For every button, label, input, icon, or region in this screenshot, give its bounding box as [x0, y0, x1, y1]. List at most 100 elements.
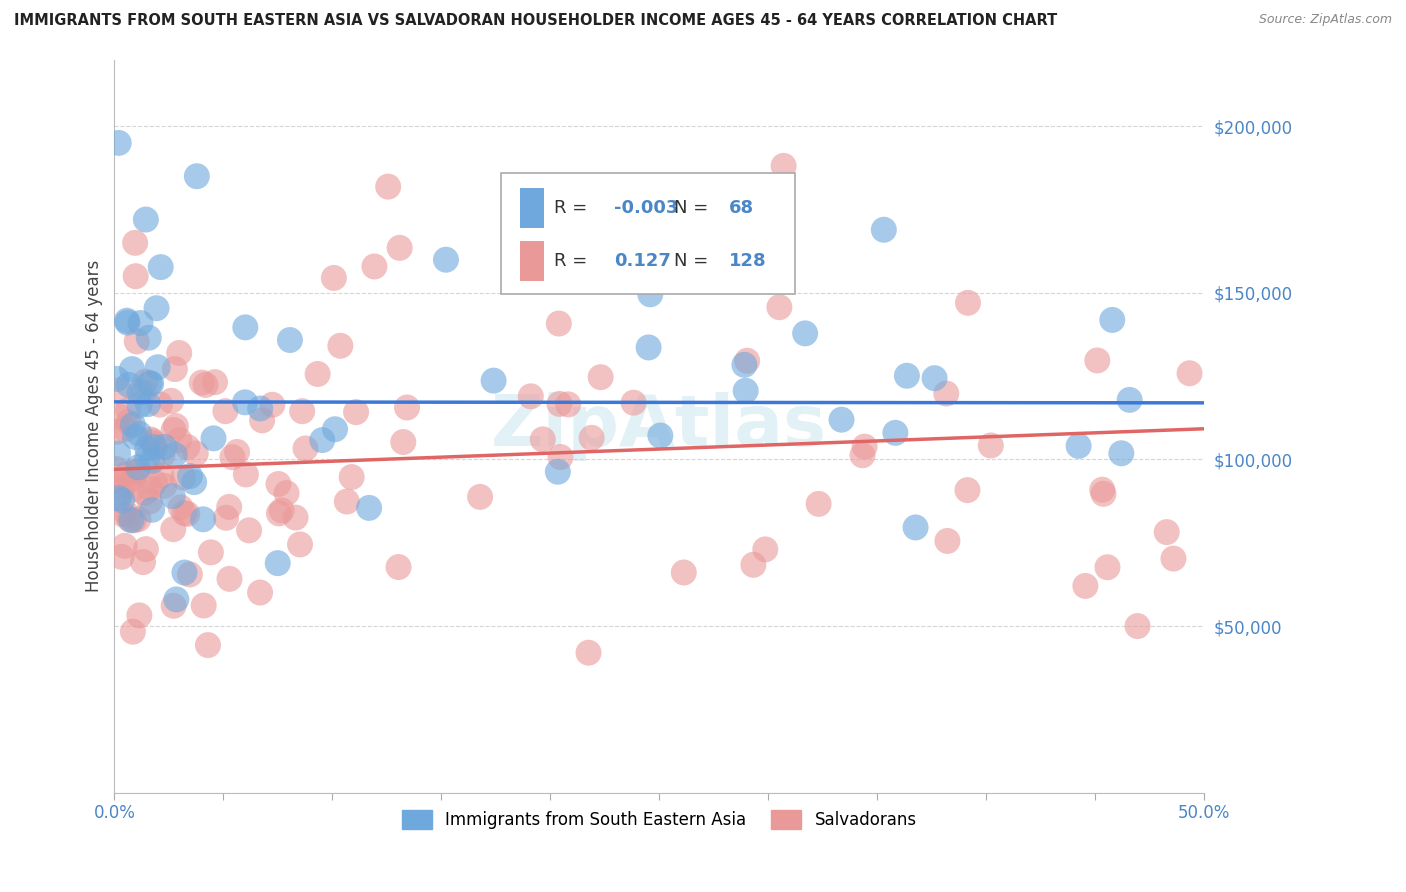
Point: [226, 445, 249, 459]
Point: [735, 353, 758, 368]
Point: [733, 358, 755, 372]
Point: [1126, 619, 1149, 633]
Point: [392, 435, 415, 450]
Point: [468, 490, 491, 504]
Legend: Immigrants from South Eastern Asia, Salvadorans: Immigrants from South Eastern Asia, Salv…: [395, 803, 924, 836]
Point: [853, 440, 876, 454]
Point: [1097, 560, 1119, 574]
Point: [623, 395, 645, 409]
Point: [650, 428, 672, 442]
Point: [311, 433, 333, 447]
Point: [128, 385, 150, 400]
Point: [127, 512, 149, 526]
Point: [163, 448, 186, 462]
Point: [924, 371, 946, 385]
Point: [956, 296, 979, 310]
Point: [143, 440, 166, 454]
Point: [956, 483, 979, 497]
Point: [742, 558, 765, 572]
Point: [135, 212, 157, 227]
Point: [218, 572, 240, 586]
Point: [873, 223, 896, 237]
Point: [1074, 579, 1097, 593]
Point: [129, 316, 152, 330]
Point: [146, 360, 169, 375]
Text: -0.003: -0.003: [614, 199, 679, 217]
Point: [221, 450, 243, 465]
Point: [1156, 525, 1178, 540]
Point: [754, 542, 776, 557]
Point: [132, 555, 155, 569]
Point: [141, 376, 163, 391]
Point: [141, 502, 163, 516]
Point: [162, 489, 184, 503]
Point: [291, 404, 314, 418]
Point: [531, 433, 554, 447]
Point: [276, 486, 298, 500]
Point: [218, 500, 240, 514]
Point: [323, 422, 346, 436]
Point: [162, 522, 184, 536]
Point: [936, 533, 959, 548]
Point: [904, 520, 927, 534]
Point: [165, 592, 187, 607]
Point: [550, 450, 572, 464]
Point: [139, 376, 162, 391]
Point: [637, 340, 659, 354]
Point: [124, 430, 146, 444]
Point: [204, 375, 226, 389]
Point: [284, 510, 307, 524]
Point: [359, 500, 381, 515]
Point: [388, 241, 411, 255]
Text: IMMIGRANTS FROM SOUTH EASTERN ASIA VS SALVADORAN HOUSEHOLDER INCOME AGES 45 - 64: IMMIGRANTS FROM SOUTH EASTERN ASIA VS SA…: [14, 13, 1057, 29]
Point: [520, 389, 543, 403]
Point: [1067, 439, 1090, 453]
Point: [150, 468, 173, 483]
Point: [262, 398, 284, 412]
Point: [547, 465, 569, 479]
Point: [278, 333, 301, 347]
Point: [117, 403, 139, 417]
Point: [124, 235, 146, 250]
Point: [173, 566, 195, 580]
Point: [134, 375, 156, 389]
Point: [139, 433, 162, 447]
Point: [197, 638, 219, 652]
Point: [734, 384, 756, 398]
Point: [107, 446, 129, 460]
Point: [267, 477, 290, 491]
Point: [896, 368, 918, 383]
Point: [363, 260, 385, 274]
Point: [768, 300, 790, 314]
Point: [169, 500, 191, 515]
Point: [125, 465, 148, 479]
Point: [118, 512, 141, 526]
Point: [294, 442, 316, 456]
Point: [557, 397, 579, 411]
Point: [1118, 392, 1140, 407]
Point: [336, 494, 359, 508]
Point: [128, 608, 150, 623]
Point: [121, 362, 143, 376]
Point: [184, 446, 207, 460]
Point: [152, 448, 174, 462]
Point: [1091, 483, 1114, 497]
Point: [176, 507, 198, 521]
Point: [105, 425, 128, 439]
Point: [105, 372, 128, 386]
Point: [145, 301, 167, 316]
Point: [190, 376, 212, 390]
Point: [136, 442, 159, 456]
Text: 0.127: 0.127: [614, 252, 671, 270]
Y-axis label: Householder Income Ages 45 - 64 years: Householder Income Ages 45 - 64 years: [86, 260, 103, 592]
Point: [235, 467, 257, 482]
Point: [638, 287, 661, 301]
Point: [110, 485, 132, 500]
Point: [114, 467, 136, 482]
Point: [191, 512, 214, 526]
Point: [136, 397, 159, 411]
Point: [127, 460, 149, 475]
Point: [307, 367, 329, 381]
Point: [117, 508, 139, 522]
Point: [165, 419, 187, 434]
